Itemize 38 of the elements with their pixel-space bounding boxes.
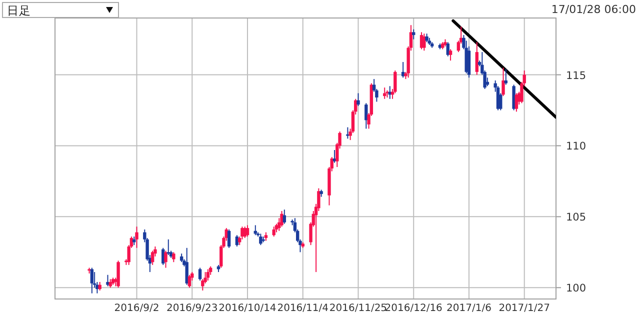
candlestick	[246, 224, 250, 238]
y-tick-label: 110	[566, 140, 586, 153]
candlestick	[272, 226, 276, 238]
x-tick-label: 2016/9/2	[114, 303, 160, 314]
candlestick	[185, 247, 188, 286]
x-tick-label: 2016/11/4	[277, 303, 329, 314]
x-tick-label: 2017/1/27	[498, 303, 550, 314]
text: 日足	[7, 4, 31, 18]
candlestick	[150, 250, 154, 266]
candlestick	[502, 67, 505, 97]
candlestick	[282, 209, 286, 224]
candlestick	[227, 228, 231, 248]
candlestick	[512, 84, 516, 111]
candlestick	[172, 252, 176, 263]
x-tick-label: 2016/11/25	[329, 303, 388, 314]
candlestick	[259, 233, 262, 246]
x-tick-label: 2017/1/6	[446, 303, 492, 314]
candlestick	[164, 250, 168, 268]
candlestick	[198, 267, 202, 282]
x-tick-label: 2016/10/14	[218, 303, 276, 314]
candlestick	[412, 28, 416, 40]
y-tick-label: 105	[566, 212, 586, 224]
y-tick-label: 115	[566, 70, 586, 82]
candlestick	[504, 68, 508, 86]
candlestick	[90, 267, 94, 294]
candlestick	[135, 226, 138, 248]
candlestick	[206, 268, 210, 282]
candlestick	[448, 48, 452, 62]
text: 17/01/28 06:00	[551, 3, 636, 16]
candlestick	[356, 92, 360, 106]
candlestick	[280, 210, 284, 228]
y-tick-label: 100	[566, 282, 586, 295]
candlestick	[383, 87, 386, 100]
candlestick	[106, 274, 110, 287]
x-tick-label: 2016/9/23	[166, 303, 218, 314]
candlestick	[422, 33, 426, 52]
x-tick-label: 2016/12/16	[384, 303, 442, 314]
candlestick	[475, 42, 478, 76]
